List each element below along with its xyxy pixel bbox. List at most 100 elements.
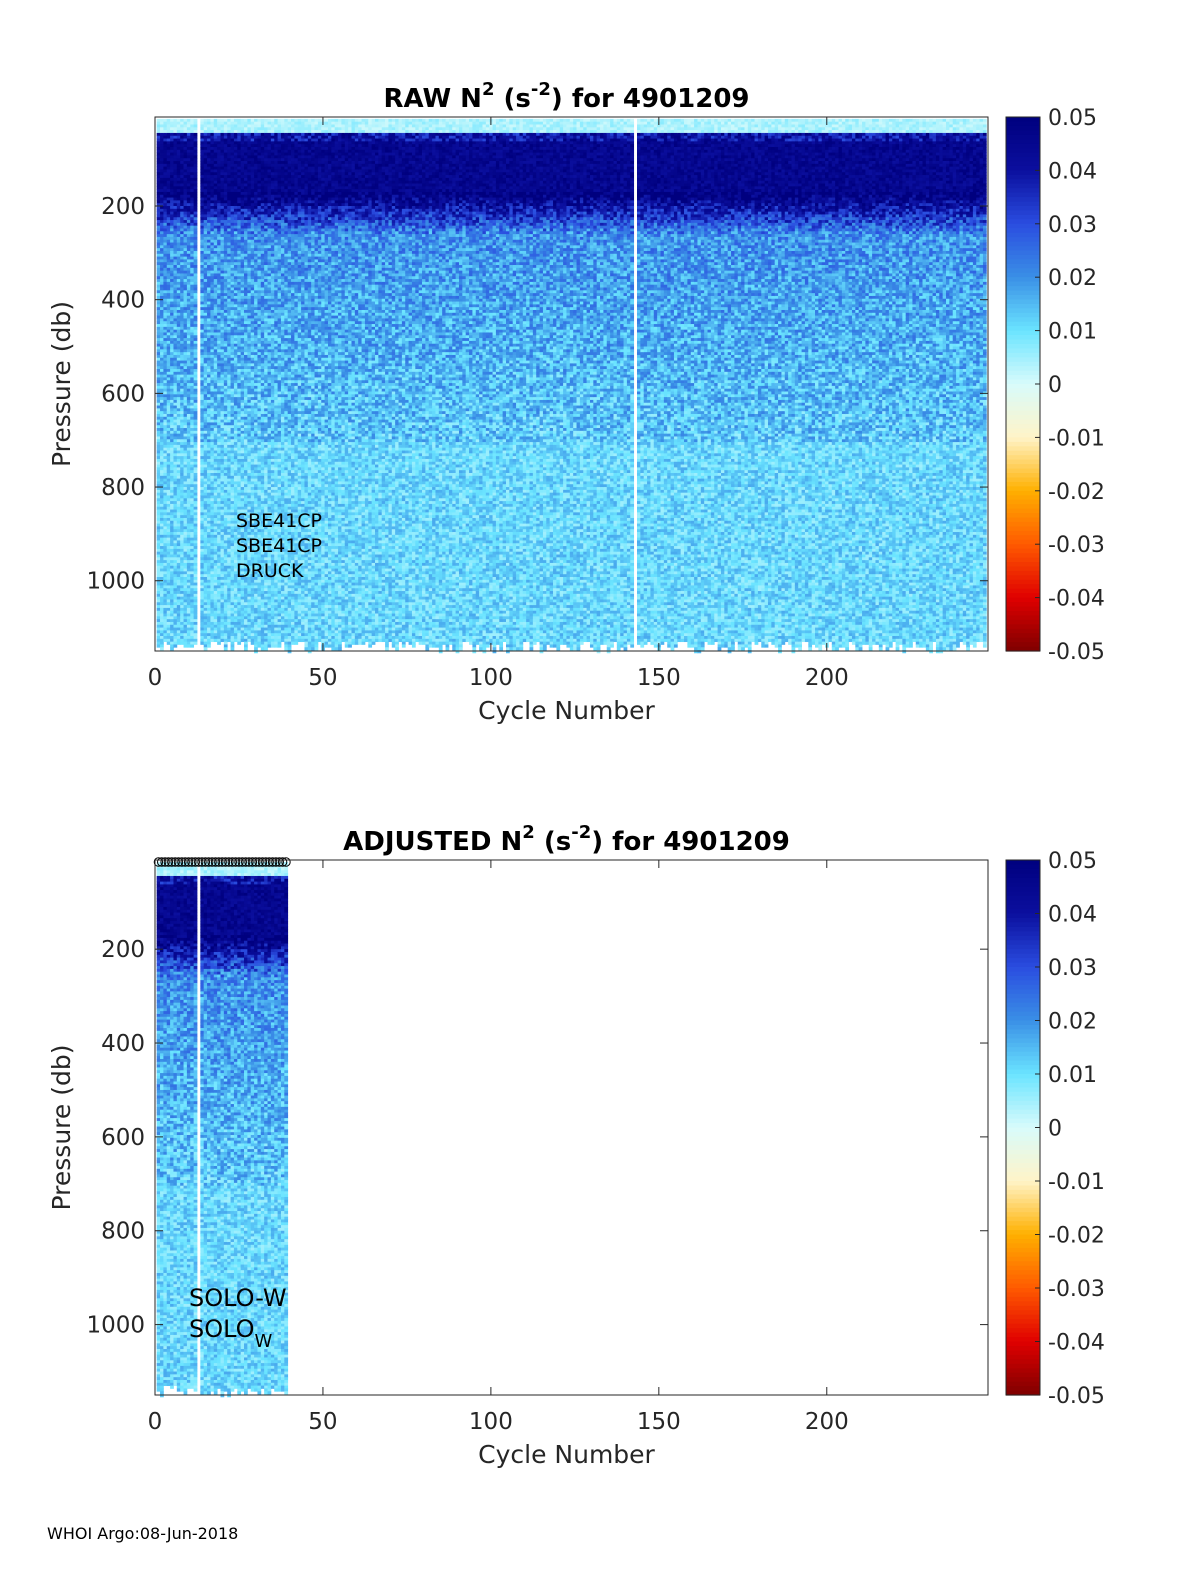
heatmap-cell: [170, 504, 174, 507]
heatmap-cell: [184, 400, 188, 403]
heatmap-cell: [170, 349, 174, 352]
heatmap-cell: [204, 302, 208, 305]
heatmap-cell: [187, 195, 191, 198]
heatmap-cell: [180, 470, 184, 473]
heatmap-cell: [204, 518, 208, 521]
heatmap-cell: [160, 150, 164, 153]
heatmap-cell: [187, 532, 191, 535]
heatmap-cell: [157, 532, 161, 535]
heatmap-cell: [160, 251, 164, 254]
heatmap-cell: [190, 406, 194, 409]
heatmap-cell: [173, 332, 177, 335]
heatmap-cell: [180, 293, 184, 296]
heatmap-cell: [177, 425, 181, 428]
heatmap-cell: [194, 389, 198, 392]
heatmap-cell: [160, 234, 164, 237]
heatmap-cell: [173, 234, 177, 237]
heatmap-cell: [167, 453, 171, 456]
heatmap-cell: [173, 330, 177, 333]
heatmap-cell: [187, 262, 191, 265]
heatmap-cell: [170, 178, 174, 181]
heatmap-cell: [173, 411, 177, 414]
heatmap-cell: [204, 386, 208, 389]
heatmap-cell: [177, 566, 181, 569]
heatmap-cell: [173, 231, 177, 234]
heatmap-cell: [167, 397, 171, 400]
heatmap-cell: [167, 302, 171, 305]
heatmap-cell: [167, 335, 171, 338]
heatmap-cell: [187, 349, 191, 352]
heatmap-cell: [187, 355, 191, 358]
heatmap-cell: [170, 141, 174, 144]
heatmap-cell: [184, 425, 188, 428]
heatmap-cell: [194, 495, 198, 498]
heatmap-cell: [204, 228, 208, 231]
heatmap-cell: [157, 243, 161, 246]
heatmap-cell: [190, 597, 194, 600]
heatmap-cell: [167, 214, 171, 217]
heatmap-cell: [184, 417, 188, 420]
heatmap-cell: [194, 515, 198, 518]
heatmap-cell: [194, 335, 198, 338]
heatmap-cell: [173, 487, 177, 490]
heatmap-cell: [177, 504, 181, 507]
heatmap-cell: [163, 611, 167, 614]
heatmap-cell: [157, 608, 161, 611]
heatmap-cell: [180, 127, 184, 130]
heatmap-cell: [200, 484, 204, 487]
heatmap-cell: [180, 226, 184, 229]
heatmap-cell: [200, 324, 204, 327]
heatmap-cell: [170, 557, 174, 560]
heatmap-cell: [173, 394, 177, 397]
heatmap-cell: [170, 217, 174, 220]
heatmap-cell: [184, 302, 188, 305]
heatmap-cell: [180, 147, 184, 150]
heatmap-cell: [173, 307, 177, 310]
heatmap-cell: [184, 585, 188, 588]
heatmap-cell: [200, 602, 204, 605]
heatmap-cell: [163, 251, 167, 254]
heatmap-cell: [167, 470, 171, 473]
heatmap-cell: [187, 268, 191, 271]
heatmap-cell: [204, 442, 208, 445]
heatmap-cell: [160, 240, 164, 243]
heatmap-cell: [157, 296, 161, 299]
heatmap-cell: [163, 139, 167, 142]
heatmap-cell: [200, 313, 204, 316]
heatmap-cell: [157, 175, 161, 178]
heatmap-cell: [167, 248, 171, 251]
heatmap-cell: [170, 501, 174, 504]
heatmap-cell: [163, 434, 167, 437]
heatmap-cell: [177, 594, 181, 597]
heatmap-cell: [173, 512, 177, 515]
heatmap-cell: [204, 549, 208, 552]
heatmap-cell: [163, 583, 167, 586]
heatmap-cell: [173, 217, 177, 220]
heatmap-cell: [200, 279, 204, 282]
heatmap-cell: [163, 195, 167, 198]
heatmap-cell: [180, 268, 184, 271]
heatmap-cell: [170, 400, 174, 403]
heatmap-cell: [184, 493, 188, 496]
heatmap-cell: [190, 189, 194, 192]
heatmap-cell: [204, 420, 208, 423]
heatmap-cell: [177, 234, 181, 237]
heatmap-cell: [163, 476, 167, 479]
heatmap-cell: [194, 310, 198, 313]
heatmap-cell: [187, 481, 191, 484]
heatmap-cell: [160, 307, 164, 310]
heatmap-cell: [167, 318, 171, 321]
heatmap-cell: [173, 557, 177, 560]
heatmap-cell: [167, 585, 171, 588]
heatmap-cell: [180, 189, 184, 192]
heatmap-cell: [170, 184, 174, 187]
heatmap-cell: [187, 535, 191, 538]
heatmap-cell: [170, 124, 174, 127]
heatmap-cell: [170, 119, 174, 122]
heatmap-cell: [163, 555, 167, 558]
heatmap-cell: [170, 406, 174, 409]
heatmap-cell: [184, 141, 188, 144]
heatmap-cell: [180, 186, 184, 189]
heatmap-cell: [160, 422, 164, 425]
heatmap-cell: [190, 622, 194, 625]
